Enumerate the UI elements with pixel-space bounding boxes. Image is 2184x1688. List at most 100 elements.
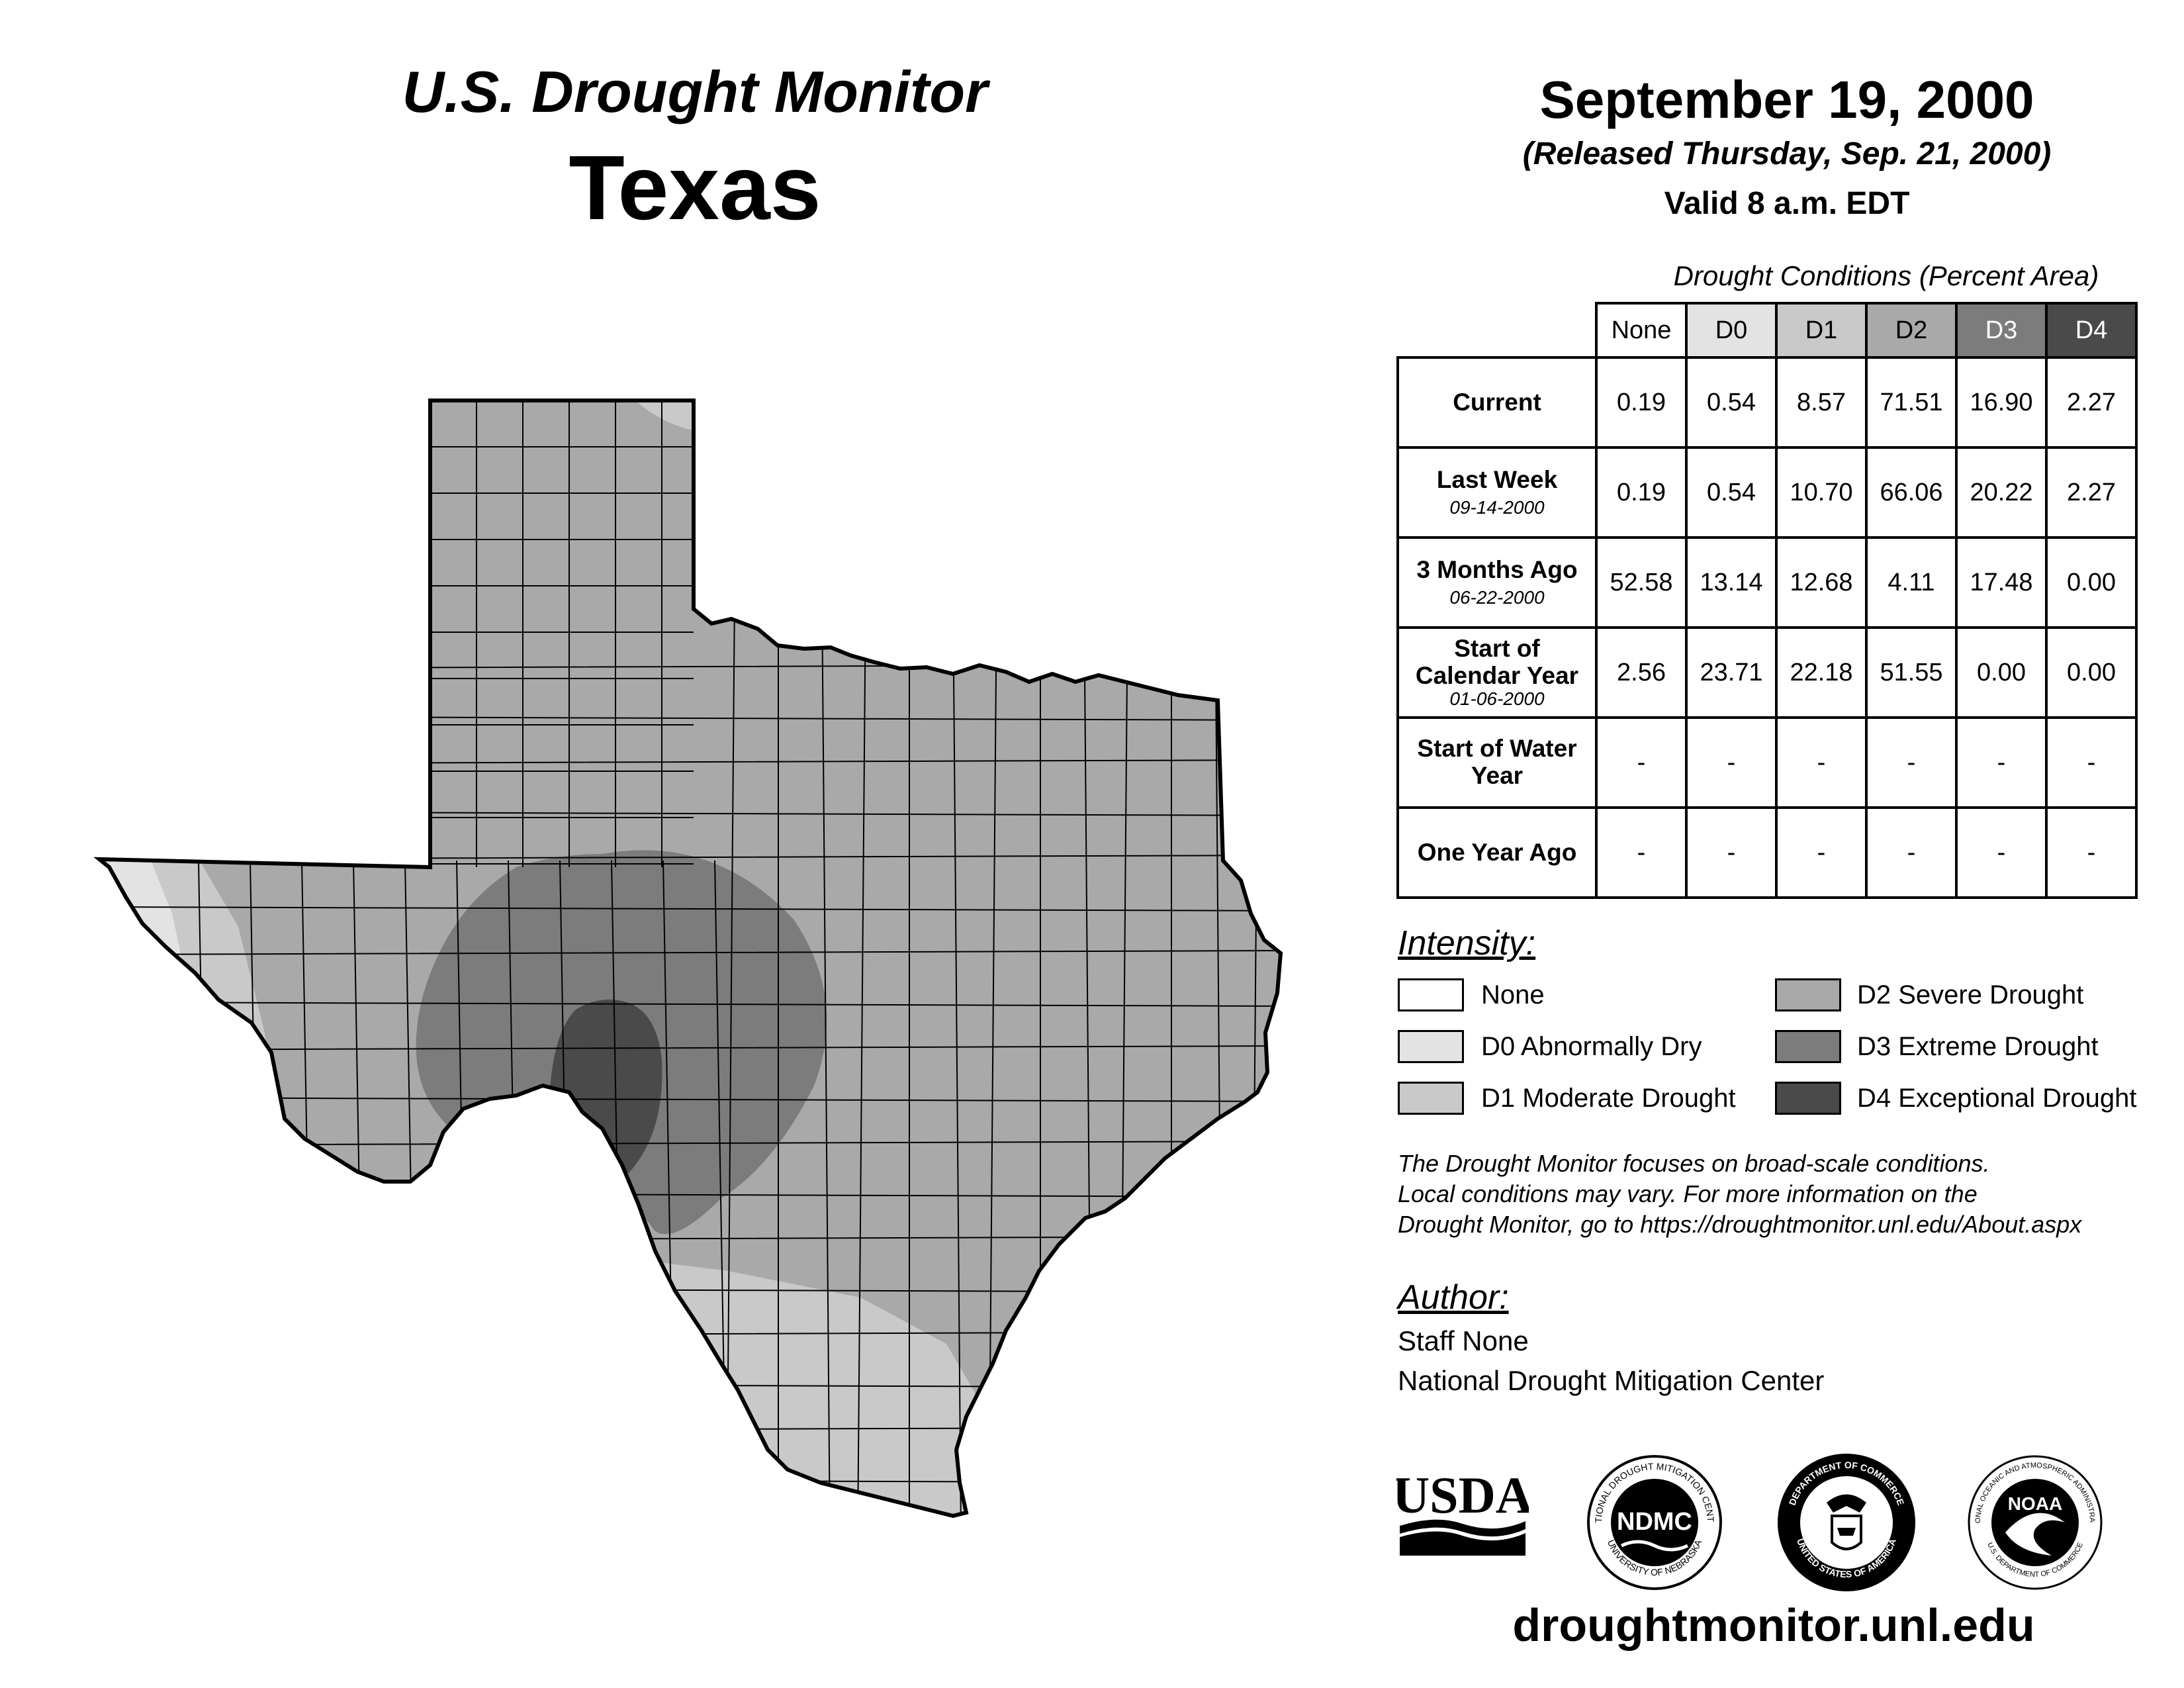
table-cell: -	[1955, 806, 2048, 899]
table-cell: 0.00	[2045, 536, 2138, 629]
table-cell: 66.06	[1865, 446, 1958, 539]
ndmc-logo-text: NDMC	[1617, 1508, 1692, 1536]
legend-label-d4: D4 Exceptional Drought	[1857, 1084, 2137, 1113]
bird-icon	[2005, 1513, 2065, 1556]
table-cell: -	[1685, 806, 1778, 899]
d1-area-panhandle	[635, 400, 694, 430]
table-cell: -	[2045, 716, 2138, 809]
table-row: Start of Calendar Year 01-06-2000 2.56 23…	[1396, 626, 2138, 719]
table-cell: -	[2045, 806, 2138, 899]
row-label: Start of Calendar Year 01-06-2000	[1396, 626, 1598, 719]
legend-label-d3: D3 Extreme Drought	[1857, 1032, 2099, 1061]
table-cell: 20.22	[1955, 446, 2048, 539]
legend-label-d2: D2 Severe Drought	[1857, 980, 2084, 1009]
texas-drought-map	[93, 394, 1297, 1539]
usda-logo: USDA	[1396, 1466, 1529, 1556]
table-cell: -	[1595, 716, 1688, 809]
table-cell: 2.27	[2045, 446, 2138, 539]
table-corner	[1398, 303, 1596, 359]
table-cell: 10.70	[1775, 446, 1868, 539]
release-date: (Released Thursday, Sep. 21, 2000)	[1522, 136, 2052, 171]
noaa-logo: NATIONAL OCEANIC AND ATMOSPHERIC ADMINIS…	[1966, 1453, 2103, 1590]
table-cell: 0.19	[1595, 356, 1688, 449]
col-d0: D0	[1685, 302, 1778, 359]
row-title: 3 Months Ago	[1416, 556, 1578, 584]
table-cell: -	[1775, 716, 1868, 809]
table-row: One Year Ago - - - - - -	[1396, 806, 2138, 899]
legend-swatch-d3	[1775, 1030, 1841, 1063]
legend-label-d1: D1 Moderate Drought	[1481, 1084, 1736, 1113]
row-label: 3 Months Ago 06-22-2000	[1396, 536, 1598, 629]
table-cell: 0.00	[2045, 626, 2138, 719]
table-cell: 17.48	[1955, 536, 2048, 629]
valid-time: Valid 8 a.m. EDT	[1664, 186, 1910, 221]
row-title: Current	[1453, 388, 1541, 416]
legend-swatch-d4	[1775, 1082, 1841, 1115]
table-row: 3 Months Ago 06-22-2000 52.58 13.14 12.68…	[1396, 536, 2138, 629]
table-cell: 0.54	[1685, 446, 1778, 539]
table-cell: 51.55	[1865, 626, 1958, 719]
table-cell: 0.54	[1685, 356, 1778, 449]
note-line: The Drought Monitor focuses on broad-sca…	[1398, 1150, 1990, 1177]
row-title: Start of Calendar Year	[1415, 634, 1579, 689]
row-date: 01-06-2000	[1449, 688, 1545, 710]
legend-heading: Intensity:	[1398, 924, 1536, 962]
drought-conditions-table: None D0 D1 D2 D3 D4 Current 0.19 0.54 8.…	[1396, 302, 2138, 899]
table-caption: Drought Conditions (Percent Area)	[1673, 260, 2099, 291]
table-cell: -	[1955, 716, 2048, 809]
author-org: National Drought Mitigation Center	[1398, 1365, 1825, 1396]
noaa-logo-text: NOAA	[2008, 1493, 2062, 1514]
disclaimer-note: The Drought Monitor focuses on broad-sca…	[1398, 1149, 2179, 1240]
row-label: Current	[1396, 356, 1598, 449]
row-label: Last Week 09-14-2000	[1396, 446, 1598, 539]
table-row: Current 0.19 0.54 8.57 71.51 16.90 2.27	[1396, 356, 2138, 449]
table-cell: 52.58	[1595, 536, 1688, 629]
row-date: 06-22-2000	[1449, 586, 1545, 608]
table-cell: 2.27	[2045, 356, 2138, 449]
table-cell: 23.71	[1685, 626, 1778, 719]
table-cell: -	[1775, 806, 1868, 899]
note-line: Local conditions may vary. For more info…	[1398, 1180, 1978, 1207]
table-cell: -	[1595, 806, 1688, 899]
legend-swatch-none	[1398, 978, 1464, 1011]
col-d2: D2	[1865, 302, 1958, 359]
table-cell: 16.90	[1955, 356, 2048, 449]
map-date: September 19, 2000	[1539, 70, 2034, 129]
table-cell: -	[1865, 716, 1958, 809]
table-cell: 8.57	[1775, 356, 1868, 449]
table-cell: 0.19	[1595, 446, 1688, 539]
row-date: 09-14-2000	[1449, 496, 1545, 518]
table-cell: 71.51	[1865, 356, 1958, 449]
website-url: droughtmonitor.unl.edu	[1512, 1599, 2035, 1651]
table-cell: 13.14	[1685, 536, 1778, 629]
col-d3: D3	[1955, 302, 2048, 359]
row-title: One Year Ago	[1417, 838, 1577, 866]
author-heading: Author:	[1398, 1278, 1509, 1317]
table-row: Last Week 09-14-2000 0.19 0.54 10.70 66.0…	[1396, 446, 2138, 539]
table-cell: 0.00	[1955, 626, 2048, 719]
col-d4: D4	[2045, 302, 2138, 359]
state-name: Texas	[569, 137, 821, 239]
commerce-seal-logo: DEPARTMENT OF COMMERCE UNITED STATES OF …	[1778, 1454, 1915, 1591]
table-cell: -	[1685, 716, 1778, 809]
row-label: One Year Ago	[1396, 806, 1598, 899]
row-title: Last Week	[1436, 466, 1558, 494]
table-cell: 2.56	[1595, 626, 1688, 719]
col-d1: D1	[1775, 302, 1868, 359]
legend-swatch-d0	[1398, 1030, 1464, 1063]
row-label: Start of Water Year	[1396, 716, 1598, 809]
table-row: Start of Water Year - - - - - -	[1396, 716, 2138, 809]
table-cell: 12.68	[1775, 536, 1868, 629]
table-cell: -	[1865, 806, 1958, 899]
ndmc-logo: NATIONAL DROUGHT MITIGATION CENTER UNIVE…	[1585, 1453, 1722, 1590]
legend-swatch-d1	[1398, 1082, 1464, 1115]
col-none: None	[1595, 302, 1688, 359]
usda-logo-text: USDA	[1396, 1466, 1529, 1524]
legend-label-d0: D0 Abnormally Dry	[1481, 1032, 1702, 1061]
table-header-row: None D0 D1 D2 D3 D4	[1398, 302, 2138, 359]
table-cell: 22.18	[1775, 626, 1868, 719]
note-line: Drought Monitor, go to https://droughtmo…	[1398, 1211, 2082, 1238]
legend-label-none: None	[1481, 980, 1545, 1009]
eagle-icon	[1827, 1494, 1866, 1513]
row-title: Start of Water Year	[1417, 735, 1577, 789]
